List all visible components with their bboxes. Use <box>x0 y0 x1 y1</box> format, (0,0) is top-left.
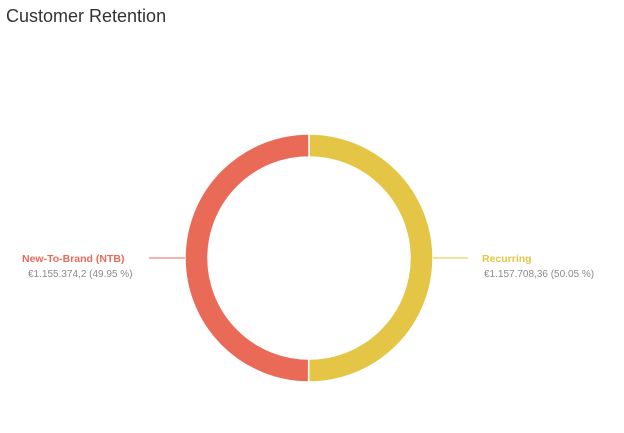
donut-slice-ntb[interactable] <box>184 133 310 383</box>
slice-value-ntb: €1.155.374,2 (49.95 %) <box>28 269 133 280</box>
slice-label-recurring: Recurring <box>482 253 532 265</box>
chart-title: Customer Retention <box>6 6 167 26</box>
slice-label-ntb: New-To-Brand (NTB) <box>22 253 124 265</box>
slice-value-recurring: €1.157.708,36 (50.05 %) <box>484 269 594 280</box>
donut-slice-recurring[interactable] <box>307 133 434 383</box>
